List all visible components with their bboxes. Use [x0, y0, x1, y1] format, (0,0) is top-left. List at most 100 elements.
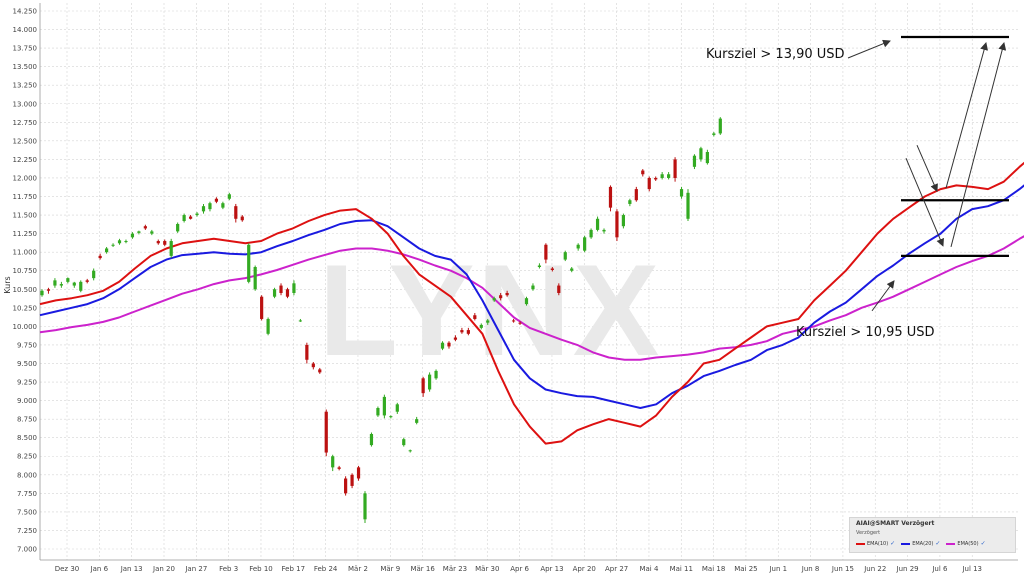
candle-body [92, 270, 96, 279]
candle-body [208, 203, 212, 210]
legend-item-ema20[interactable]: EMA(20) ✓ [901, 540, 940, 547]
candle-body [40, 290, 44, 296]
candle-body [421, 378, 425, 394]
line-ema20 [39, 184, 1024, 409]
candle-body [673, 159, 677, 178]
ema-lines [39, 161, 1024, 445]
candle-body [156, 241, 160, 244]
y-tick-label: 7.750 [17, 490, 37, 498]
candle-body [85, 280, 89, 282]
x-tick-label: Mär 30 [475, 565, 499, 573]
candle-body [654, 177, 658, 180]
x-tick-label: Apr 20 [573, 565, 596, 573]
candle-body [589, 229, 593, 238]
legend-label: EMA(50) [957, 540, 979, 547]
candle-body [660, 174, 664, 178]
candle-body [447, 342, 451, 347]
candle-body [518, 322, 522, 324]
legend-item-ema50[interactable]: EMA(50) ✓ [946, 540, 986, 547]
legend-label: EMA(10) [867, 540, 889, 547]
candle-body [221, 203, 225, 208]
check-icon: ✓ [935, 540, 941, 547]
legend-swatch [901, 542, 911, 545]
candle-body [440, 342, 445, 349]
candle-body [395, 404, 399, 412]
y-tick-label: 8.000 [17, 471, 37, 479]
candle-body [111, 244, 115, 246]
target-levels [901, 35, 1009, 257]
candle-body [53, 280, 57, 286]
candle-body [615, 211, 619, 238]
legend-subtitle: Verzögert [856, 530, 881, 536]
candle-body [79, 281, 83, 291]
candle-body [98, 255, 102, 259]
candle-body [647, 177, 651, 190]
candle-body [544, 244, 548, 260]
x-tick-label: Feb 3 [219, 565, 238, 573]
candle-body [679, 189, 684, 197]
y-tick-label: 13.000 [13, 100, 38, 108]
candle-body [240, 216, 244, 221]
x-tick-label: Apr 27 [605, 565, 628, 573]
x-tick-label: Jun 1 [768, 565, 787, 573]
y-tick-label: 11.500 [13, 212, 38, 220]
y-tick-label: 12.750 [13, 119, 38, 127]
candle-body [298, 320, 302, 322]
candle-body [234, 206, 238, 219]
x-tick-label: Jan 6 [90, 565, 109, 573]
candle-body [59, 284, 63, 286]
x-tick-label: Jan 13 [120, 565, 143, 573]
candle-body [337, 467, 341, 469]
candle-body [311, 363, 315, 368]
candle-body [402, 439, 406, 446]
candle-body [667, 174, 671, 178]
candle-body [382, 396, 386, 416]
candle-body [137, 231, 141, 233]
arrows [847, 39, 1007, 312]
candle-body [531, 285, 535, 290]
legend-title: AIAI@SMART Verzögert [856, 520, 935, 527]
grid [39, 3, 1018, 561]
candle-body [305, 344, 309, 360]
candle-body [641, 170, 645, 175]
x-tick-label: Jun 22 [863, 565, 886, 573]
y-tick-label: 13.750 [13, 45, 38, 53]
candle-body [331, 456, 335, 468]
candles [40, 117, 722, 524]
candle-body [253, 267, 257, 290]
y-tick-label: 12.250 [13, 156, 38, 164]
candle-body [608, 186, 613, 208]
candle-body [699, 148, 703, 160]
annotation-lower: Kursziel > 10,95 USD [796, 325, 935, 340]
legend: AIAI@SMART Verzögert Verzögert EMA(10) ✓ … [849, 517, 1016, 553]
candle-body [150, 231, 154, 234]
y-tick-label: 7.250 [17, 527, 37, 535]
candle-body [473, 315, 477, 319]
x-tick-label: Mai 11 [670, 565, 693, 573]
y-tick-label: 8.250 [17, 453, 37, 461]
candle-body [486, 320, 490, 323]
legend-item-ema10[interactable]: EMA(10) ✓ [856, 540, 895, 547]
x-tick-label: Mai 4 [639, 565, 658, 573]
candle-body [621, 215, 625, 227]
y-tick-label: 12.000 [13, 174, 38, 182]
y-tick-label: 9.750 [17, 341, 37, 349]
x-tick-label: Jul 13 [961, 565, 982, 573]
candle-body [176, 223, 180, 232]
candle-body [66, 278, 70, 282]
legend-swatch [856, 542, 865, 545]
candle-body [570, 268, 574, 271]
arrow [871, 280, 895, 312]
candle-body [705, 151, 709, 164]
candle-body [285, 289, 290, 297]
x-tick-label: Jun 8 [801, 565, 820, 573]
y-tick-label: 13.250 [13, 82, 38, 90]
candle-body [428, 374, 432, 390]
candle-body [324, 411, 328, 453]
y-tick-label: 7.000 [17, 546, 37, 554]
y-tick-label: 9.250 [17, 379, 37, 387]
x-tick-label: Jun 15 [831, 565, 854, 573]
candle-body [356, 467, 361, 479]
candle-body [576, 244, 580, 249]
